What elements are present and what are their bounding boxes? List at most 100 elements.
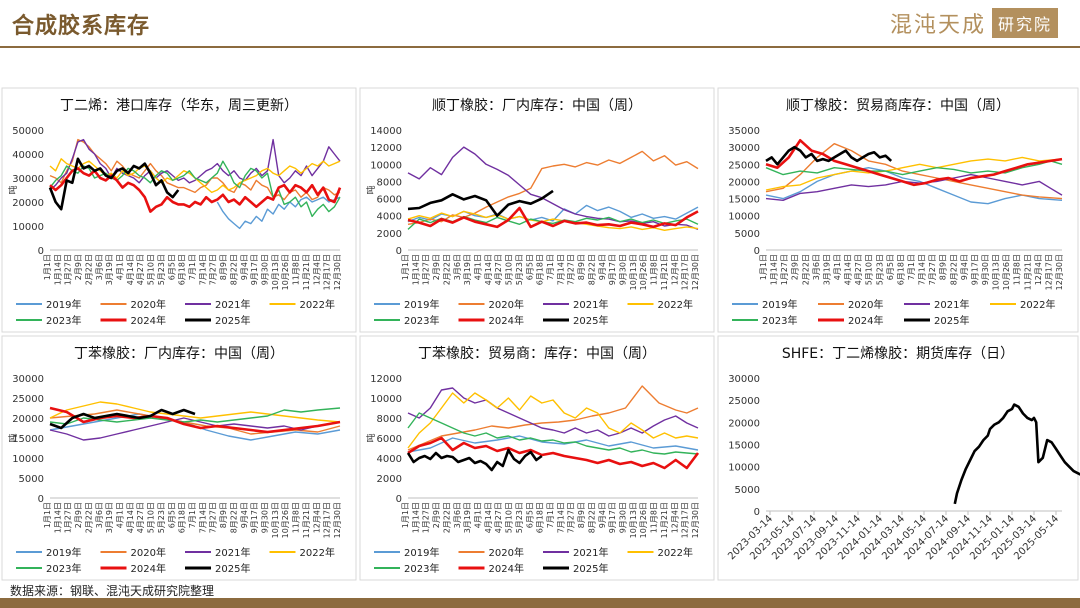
y-tick-label: 10000 [12,454,44,465]
series-line-2025年 [48,157,180,211]
x-tick-label: 8月22日 [229,254,238,285]
y-axis-label: 吨 [7,185,19,194]
x-tick-label: 11月8日 [650,254,659,285]
series-line-2019年 [216,196,341,230]
panel-border [717,87,1079,333]
y-tick-label: 25000 [728,396,760,407]
x-tick-label: 1月27日 [422,254,431,285]
x-tick-label: 6月5日 [525,502,534,528]
series-line-2024年 [407,436,700,470]
x-tick-label: 3月19日 [463,254,472,285]
legend-label: 2023年 [404,562,439,575]
x-tick-label: 4月14日 [844,254,853,285]
x-tick-label: 8月9日 [219,502,228,528]
panel-border [1,335,357,581]
y-tick-label: 6000 [377,195,402,206]
series-line-2025年 [49,408,196,430]
y-tick-label: 12000 [370,374,402,385]
series-line-2024年 [407,206,699,229]
x-tick-label: 4月14日 [126,502,135,533]
x-tick-label: 9月30日 [619,502,628,533]
x-tick-label: 2月9日 [791,254,800,280]
x-tick-label: 5月10日 [147,254,156,285]
chart-title: 丁苯橡胶：贸易商：库存：中国（周） [418,345,656,362]
x-tick-label: 5月23日 [157,502,166,533]
chart-title: 丁苯橡胶：厂内库存：中国（周） [74,345,284,362]
x-tick-label: 5月10日 [505,254,514,285]
x-tick-label: 8月9日 [577,254,586,280]
x-tick-label: 12月30日 [333,254,342,290]
x-tick-label: 4月1日 [833,254,842,280]
y-tick-label: 10000 [370,394,402,405]
x-tick-label: 1月14日 [411,502,420,533]
x-tick-label: 5月23日 [515,254,524,285]
series-line-2025年 [765,145,893,166]
legend-label: 2021年 [215,546,250,559]
x-tick-label: 12月30日 [1055,254,1064,290]
y-tick-label: 2000 [377,474,402,485]
x-tick-label: 7月1日 [907,254,916,280]
x-tick-label: 7月27日 [209,254,218,285]
x-tick-label: 8月22日 [229,502,238,533]
y-tick-label: 15000 [12,434,44,445]
series-line-2019年 [407,435,699,453]
x-tick-label: 10月26日 [1002,254,1011,290]
legend-label: 2019年 [46,546,81,559]
x-tick-label: 9月4日 [598,502,607,528]
x-tick-label: 10月26日 [281,254,290,290]
y-tick-label: 8000 [377,177,402,188]
y-tick-label: 0 [754,507,760,518]
x-tick-label: 3月6日 [453,254,462,280]
y-tick-label: 6000 [377,434,402,445]
x-tick-label: 4月1日 [474,502,483,528]
legend-label: 2023年 [762,314,797,327]
x-tick-label: 7月1日 [188,254,197,280]
x-tick-label: 9月4日 [240,254,249,280]
x-tick-label: 5月10日 [147,502,156,533]
x-tick-label: 12月17日 [323,502,332,538]
x-tick-label: 9月4日 [240,502,249,528]
series-line-2024年 [765,139,1063,187]
series-line-2020年 [407,150,699,225]
x-tick-label: 9月4日 [960,254,969,280]
x-tick-label: 7月27日 [209,502,218,533]
x-tick-label: 9月17日 [970,254,979,285]
legend-label: 2020年 [131,546,166,559]
x-tick-label: 4月1日 [116,254,125,280]
x-tick-label: 5月23日 [515,502,524,533]
x-tick-label: 2月22日 [442,254,451,285]
panel-border [717,335,1079,581]
legend-label: 2019年 [46,298,81,311]
y-tick-label: 0 [38,494,44,505]
x-tick-label: 1月27日 [64,502,73,533]
x-tick-label: 12月30日 [333,502,342,538]
y-tick-label: 30000 [12,174,44,185]
x-tick-label: 11月8日 [292,254,301,285]
x-tick-label: 11月8日 [650,502,659,533]
y-tick-label: 20000 [728,177,760,188]
chart-panel-4: 丁苯橡胶：厂内库存：中国（周） 0 5000 10000 15000 20000 25000… [1,335,357,581]
x-tick-label: 12月30日 [691,254,700,290]
x-tick-label: 3月6日 [95,254,104,280]
x-tick-label: 9月30日 [619,254,628,285]
legend-label: 2025年 [215,562,250,575]
y-tick-label: 12000 [370,143,402,154]
logo-seal: 研究院 [991,8,1058,38]
legend-label: 2021年 [573,298,608,311]
x-tick-label: 6月5日 [167,502,176,528]
chart-title: 丁二烯：港口库存（华东，周三更新） [60,98,298,114]
y-tick-label: 10000 [728,463,760,474]
series-line-2021年 [407,387,699,437]
chart-panel-1: 丁二烯：港口库存（华东，周三更新） 0 10000 20000 30000 40000 50… [1,87,357,333]
series-line-2021年 [49,138,341,191]
y-tick-label: 10000 [728,212,760,223]
y-tick-label: 30000 [728,374,760,385]
y-axis-label: 吨 [365,185,377,194]
chart-panel-6: SHFE：丁二烯橡胶：期货库存（日） 0 5000 10000 15000 20000 25… [717,335,1080,581]
x-tick-label: 7月1日 [188,502,197,528]
x-tick-label: 11月21日 [302,254,311,290]
legend-label: 2022年 [1020,298,1055,311]
y-tick-label: 15000 [728,441,760,452]
legend-label: 2024年 [131,562,166,575]
x-tick-label: 12月4日 [1034,254,1043,285]
